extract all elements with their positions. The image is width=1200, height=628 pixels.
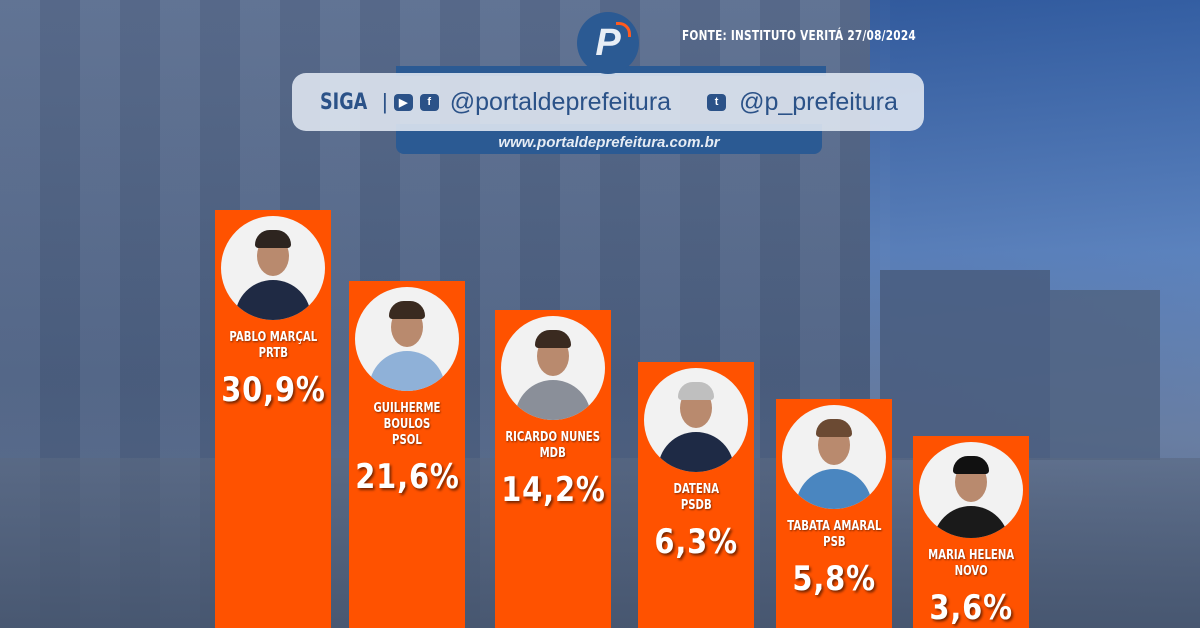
percentage-label: 3,6% bbox=[929, 588, 1013, 628]
name-line: MDB bbox=[539, 446, 567, 461]
candidate-photo bbox=[644, 368, 748, 472]
website-text: www.portaldeprefeitura.com.br bbox=[498, 133, 720, 151]
separator: | bbox=[382, 89, 388, 114]
percentage-label: 6,3% bbox=[654, 522, 738, 562]
source-text: FONTE: INSTITUTO VERITÁ 27/08/2024 bbox=[682, 28, 916, 44]
name-line: PSB bbox=[822, 535, 846, 550]
name-line: GUILHERME bbox=[373, 401, 441, 416]
handle-twitter[interactable]: @p_prefeitura bbox=[739, 87, 898, 116]
candidate-photo bbox=[355, 287, 459, 391]
name-line: TABATA AMARAL bbox=[786, 519, 882, 534]
facebook-icon[interactable]: f bbox=[419, 93, 439, 111]
background-hall bbox=[880, 270, 1050, 460]
name-line: PSDB bbox=[680, 498, 712, 513]
portal-logo: P bbox=[577, 12, 639, 74]
bar-pablo-marçal: PABLO MARÇAL PRTB 30,9% bbox=[215, 210, 331, 628]
name-line: NOVO bbox=[954, 564, 988, 579]
candidate-name: TABATA AMARAL PSB bbox=[787, 519, 881, 551]
bar-tabata-amaral: TABATA AMARAL PSB 5,8% bbox=[776, 399, 892, 628]
background-tower bbox=[1050, 290, 1160, 460]
candidate-name: MARIA HELENA NOVO bbox=[928, 548, 1014, 580]
name-line: PRTB bbox=[258, 346, 288, 361]
youtube-icon[interactable]: ▶ bbox=[393, 93, 413, 111]
percentage-label: 5,8% bbox=[792, 559, 876, 599]
name-line: BOULOS bbox=[383, 417, 431, 432]
candidate-name: DATENA PSDB bbox=[673, 482, 719, 514]
candidate-name: RICARDO NUNES MDB bbox=[506, 430, 601, 462]
candidate-photo bbox=[782, 405, 886, 509]
percentage-label: 14,2% bbox=[500, 470, 606, 510]
candidate-photo bbox=[221, 216, 325, 320]
bar-ricardo-nunes: RICARDO NUNES MDB 14,2% bbox=[495, 310, 611, 628]
name-line: PABLO MARÇAL bbox=[229, 330, 317, 345]
name-line: MARIA HELENA bbox=[927, 548, 1015, 563]
candidate-photo bbox=[919, 442, 1023, 538]
percentage-label: 30,9% bbox=[220, 370, 326, 410]
bar-datena: DATENA PSDB 6,3% bbox=[638, 362, 754, 628]
signal-icon bbox=[616, 22, 631, 37]
candidate-photo bbox=[501, 316, 605, 420]
twitter-icon[interactable]: t bbox=[707, 93, 727, 111]
candidate-name: PABLO MARÇAL PRTB bbox=[229, 330, 317, 362]
handle-main[interactable]: @portaldeprefeitura bbox=[449, 87, 672, 116]
percentage-label: 21,6% bbox=[354, 457, 460, 497]
name-line: DATENA bbox=[673, 482, 719, 497]
bar-guilherme-boulos: GUILHERME BOULOS PSOL 21,6% bbox=[349, 281, 465, 628]
follow-label: SIGA bbox=[320, 89, 368, 115]
name-line: RICARDO NUNES bbox=[505, 430, 601, 445]
name-line: PSOL bbox=[392, 433, 422, 448]
bar-maria-helena: MARIA HELENA NOVO 3,6% bbox=[913, 436, 1029, 628]
candidate-name: GUILHERME BOULOS PSOL bbox=[373, 401, 440, 449]
social-banner: SIGA | ▶ f @portaldeprefeitura t @p_pref… bbox=[292, 73, 924, 131]
